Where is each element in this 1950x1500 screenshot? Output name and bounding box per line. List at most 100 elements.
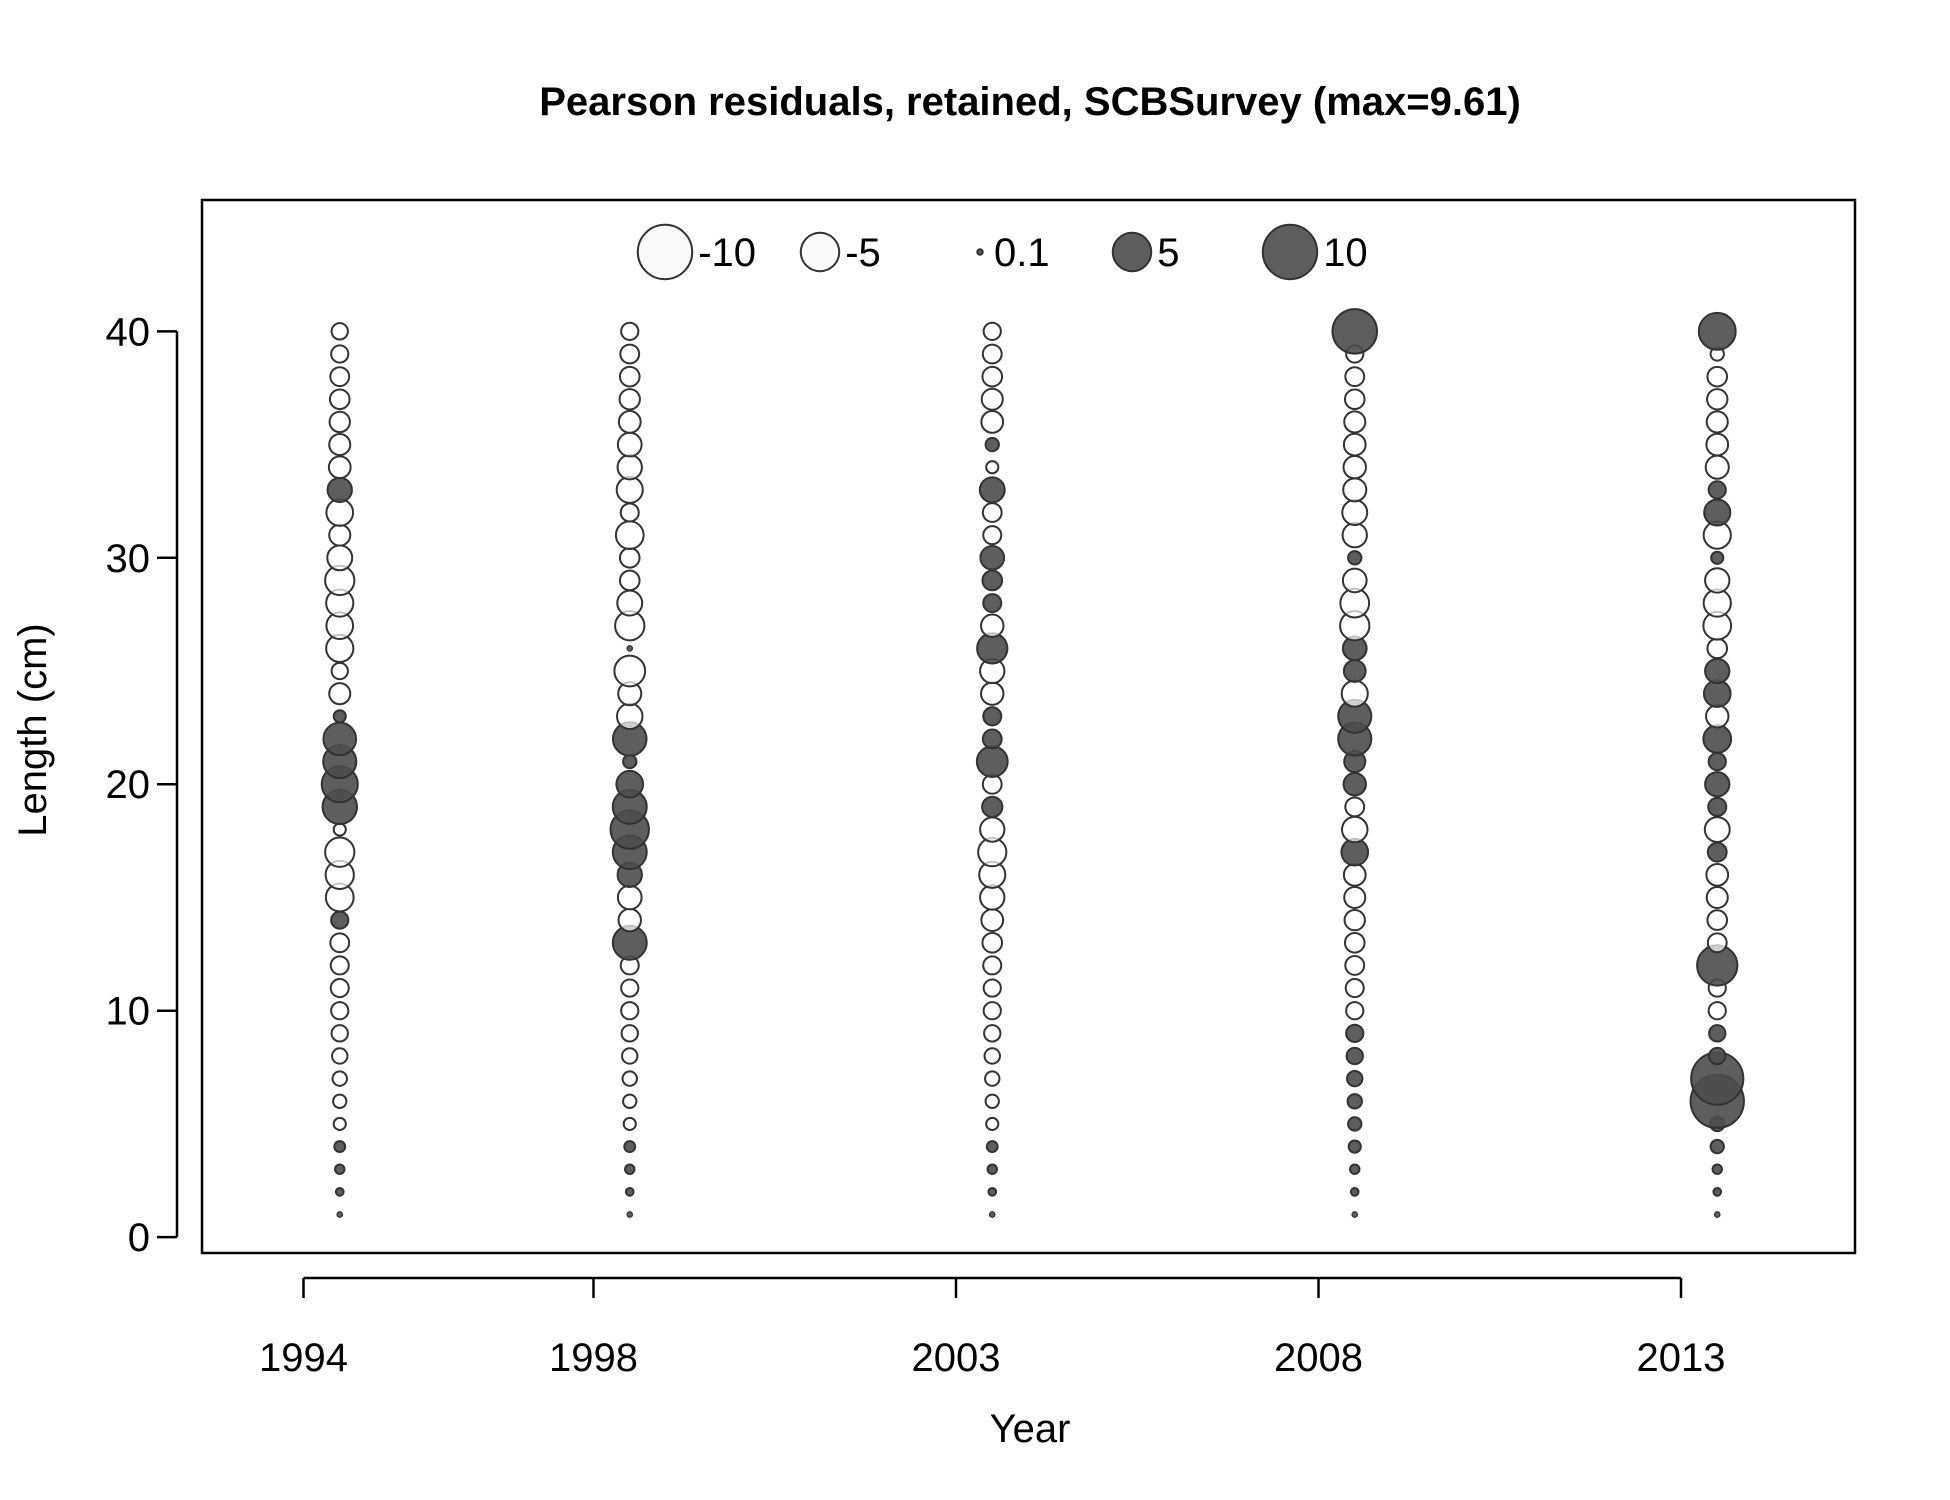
negative-residual-bubble bbox=[984, 1070, 1001, 1087]
negative-residual-bubble bbox=[982, 321, 1002, 341]
negative-residual-bubble bbox=[1342, 454, 1367, 480]
positive-residual-bubble bbox=[626, 645, 634, 652]
negative-residual-bubble bbox=[982, 525, 1003, 546]
negative-residual-bubble bbox=[329, 978, 350, 999]
x-axis: 1994 1998 2003 2008 2013 bbox=[259, 1276, 1725, 1380]
negative-residual-bubble bbox=[1342, 432, 1367, 457]
legend-bubble bbox=[1111, 231, 1153, 273]
negative-residual-bubble bbox=[329, 366, 351, 388]
negative-residual-bubble bbox=[328, 682, 352, 706]
negative-residual-bubble bbox=[332, 1116, 347, 1132]
y-tick-label: 40 bbox=[106, 310, 151, 354]
positive-residual-bubble bbox=[1713, 1211, 1721, 1218]
negative-residual-bubble bbox=[1705, 704, 1730, 729]
negative-residual-bubble bbox=[614, 520, 645, 551]
legend-label: 0.1 bbox=[994, 231, 1050, 275]
positive-residual-bubble bbox=[1711, 1163, 1723, 1175]
negative-residual-bubble bbox=[979, 884, 1006, 911]
legend: -10 -5 0.1 5 10 bbox=[636, 223, 1368, 281]
positive-residual-bubble bbox=[1707, 796, 1728, 817]
negative-residual-bubble bbox=[1706, 388, 1729, 411]
negative-residual-bubble bbox=[982, 978, 1002, 998]
negative-residual-bubble bbox=[618, 388, 641, 411]
positive-residual-bubble bbox=[334, 1163, 346, 1175]
negative-residual-bubble bbox=[1706, 365, 1729, 388]
negative-residual-bubble bbox=[982, 955, 1003, 976]
positive-residual-bubble bbox=[624, 1163, 636, 1175]
legend-label: -5 bbox=[845, 231, 881, 275]
negative-residual-bubble bbox=[329, 932, 351, 954]
positive-residual-bubble bbox=[1342, 659, 1367, 683]
positive-residual-bubble bbox=[1345, 1023, 1365, 1043]
negative-residual-bubble bbox=[330, 322, 349, 341]
legend-bubble bbox=[636, 223, 694, 281]
negative-residual-bubble bbox=[1705, 862, 1730, 887]
legend-bubble bbox=[799, 231, 841, 273]
positive-residual-bubble bbox=[615, 769, 645, 799]
negative-residual-bubble bbox=[330, 661, 349, 681]
positive-residual-bubble bbox=[322, 721, 358, 757]
positive-residual-bubble bbox=[1331, 308, 1379, 355]
x-tick-label: 2008 bbox=[1274, 1336, 1363, 1380]
negative-residual-bubble bbox=[616, 454, 643, 481]
negative-residual-bubble bbox=[980, 410, 1005, 434]
negative-residual-bubble bbox=[1340, 679, 1369, 708]
x-tick-label: 1998 bbox=[549, 1336, 638, 1380]
positive-residual-bubble bbox=[1709, 1138, 1725, 1155]
positive-residual-bubble bbox=[626, 1211, 634, 1218]
positive-residual-bubble bbox=[985, 1140, 999, 1154]
positive-residual-bubble bbox=[1707, 480, 1727, 500]
negative-residual-bubble bbox=[332, 822, 347, 837]
positive-residual-bubble bbox=[1704, 771, 1731, 798]
negative-residual-bubble bbox=[622, 1093, 638, 1109]
negative-residual-bubble bbox=[622, 1116, 637, 1132]
negative-residual-bubble bbox=[1705, 410, 1729, 434]
negative-residual-bubble bbox=[616, 589, 644, 617]
negative-residual-bubble bbox=[981, 343, 1003, 365]
positive-residual-bubble bbox=[982, 706, 1003, 727]
chart-title: Pearson residuals, retained, SCBSurvey (… bbox=[539, 80, 1521, 124]
positive-residual-bubble bbox=[1697, 311, 1737, 351]
legend-label: -10 bbox=[698, 231, 756, 275]
plot-frame bbox=[200, 198, 1857, 1255]
negative-residual-bubble bbox=[1344, 366, 1366, 388]
negative-residual-bubble bbox=[1705, 432, 1730, 457]
negative-residual-bubble bbox=[1707, 1001, 1727, 1021]
negative-residual-bubble bbox=[613, 654, 647, 688]
negative-residual-bubble bbox=[980, 908, 1005, 932]
positive-residual-bubble bbox=[1351, 1211, 1359, 1218]
legend-label: 10 bbox=[1323, 231, 1368, 275]
negative-residual-bubble bbox=[331, 1047, 349, 1065]
x-tick-label: 2003 bbox=[912, 1336, 1001, 1380]
y-tick-label: 30 bbox=[106, 537, 151, 581]
negative-residual-bubble bbox=[332, 1093, 348, 1109]
negative-residual-bubble bbox=[1344, 978, 1365, 999]
positive-residual-bubble bbox=[1706, 841, 1728, 863]
positive-residual-bubble bbox=[1702, 679, 1732, 708]
negative-residual-bubble bbox=[330, 344, 350, 364]
positive-residual-bubble bbox=[1708, 1046, 1727, 1066]
y-tick-label: 20 bbox=[106, 763, 151, 807]
negative-residual-bubble bbox=[1703, 816, 1731, 843]
negative-residual-bubble bbox=[1340, 815, 1369, 844]
negative-residual-bubble bbox=[1344, 954, 1366, 976]
negative-residual-bubble bbox=[982, 1001, 1002, 1021]
negative-residual-bubble bbox=[981, 931, 1004, 954]
negative-residual-bubble bbox=[619, 343, 641, 365]
positive-residual-bubble bbox=[622, 753, 638, 770]
negative-residual-bubble bbox=[328, 433, 352, 457]
y-axis-label: Length (cm) bbox=[11, 623, 55, 836]
positive-residual-bubble bbox=[1345, 1046, 1364, 1066]
negative-residual-bubble bbox=[615, 702, 644, 731]
negative-residual-bubble bbox=[620, 978, 640, 998]
negative-residual-bubble bbox=[1343, 885, 1367, 910]
negative-residual-bubble bbox=[1343, 388, 1366, 411]
negative-residual-bubble bbox=[1342, 477, 1368, 503]
positive-residual-bubble bbox=[1347, 1139, 1362, 1154]
positive-residual-bubble bbox=[1703, 498, 1732, 527]
y-tick-label: 0 bbox=[128, 1216, 150, 1260]
negative-residual-bubble bbox=[1706, 637, 1729, 660]
positive-residual-bubble bbox=[986, 1163, 998, 1175]
positive-residual-bubble bbox=[981, 728, 1003, 750]
